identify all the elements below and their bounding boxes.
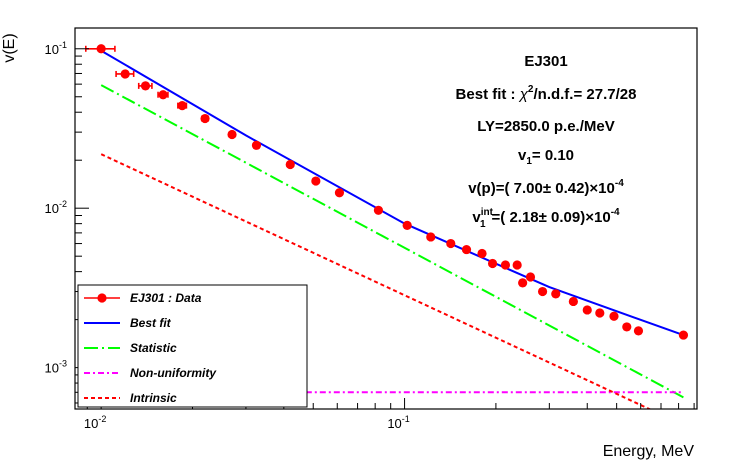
data-point: [158, 90, 168, 100]
data-point: [487, 258, 498, 269]
legend-label-statistic: Statistic: [130, 341, 177, 355]
legend-box: [77, 284, 308, 408]
annotation-fit-chi-exp: 2: [528, 84, 534, 95]
data-point: [595, 308, 605, 318]
data-point: [609, 311, 619, 321]
data-point: [568, 296, 578, 307]
annotation-v1-sub: 1: [526, 156, 532, 167]
annotation-fit: Best fit : χ2/n.d.f.= 27.7/28: [456, 84, 637, 103]
y-axis-ticks: 10-3 10-2 10-1: [45, 40, 89, 404]
annotation-fit-prefix: Best fit :: [456, 86, 520, 103]
data-point: [402, 220, 412, 230]
data-point: [446, 238, 456, 249]
data-point: [200, 113, 210, 124]
annotation-vp-text: v(p)=( 7.00± 0.42)×10: [468, 180, 615, 197]
data-point: [525, 272, 536, 282]
plot-frame: [74, 27, 698, 410]
data-point: [500, 260, 511, 270]
annotation-fit-suffix: /n.d.f.= 27.7/28: [533, 86, 636, 103]
data-point: [582, 305, 592, 315]
annotation-fit-chi: χ: [518, 86, 529, 103]
data-point: [551, 289, 561, 299]
data-point: [461, 244, 472, 255]
annotation-vint-sub: 1: [480, 219, 486, 230]
data-point: [311, 176, 321, 186]
points-layer: [84, 44, 689, 340]
data-point: [373, 205, 384, 215]
y-tick-label: 10-3: [45, 359, 67, 376]
data-point: [477, 248, 487, 259]
data-point: [518, 278, 528, 288]
annotation-vint-exp: -4: [611, 207, 620, 218]
annotation-ly: LY=2850.0 p.e./MeV: [477, 118, 614, 135]
x-tick-label: 10-2: [84, 414, 106, 431]
y-axis-label: v(E): [1, 33, 18, 62]
data-point: [537, 286, 548, 297]
annotation-vint-pre: v: [472, 209, 481, 226]
legend-label-non-uniformity: Non-uniformity: [130, 366, 217, 380]
y-tick-label: 10-1: [45, 40, 67, 57]
data-point: [334, 188, 345, 198]
x-tick-label: 10-1: [387, 414, 409, 431]
annotation-v1-post: = 0.10: [532, 147, 574, 164]
annotation-v1: v1= 0.10: [518, 147, 574, 167]
data-point: [251, 140, 262, 150]
annotation-vint: vint 1 =( 2.18± 0.09)×10-4: [472, 207, 620, 230]
data-point: [426, 232, 436, 242]
curve-statistic: [100, 84, 684, 399]
legend-entries: EJ301 : Data Best fit Statistic Non-uniform…: [84, 291, 217, 405]
annotation-title: EJ301: [524, 53, 567, 70]
data-point: [633, 326, 644, 336]
annotation-vp-exp: -4: [615, 178, 624, 189]
legend-label-intrinsic: Intrinsic: [130, 391, 177, 405]
data-point: [177, 101, 187, 111]
data-point: [512, 260, 522, 270]
data-point: [678, 330, 689, 340]
data-point: [285, 159, 295, 170]
legend-marker-ej301-data: [97, 293, 107, 303]
annotation-vint-mid: =( 2.18± 0.09)×10: [492, 209, 611, 226]
data-point: [227, 129, 237, 140]
data-point: [96, 44, 106, 54]
annotation-vp: v(p)=( 7.00± 0.42)×10-4: [468, 178, 624, 197]
annotation-v1-pre: v: [518, 147, 527, 164]
legend: EJ301 : Data Best fit Statistic Non-uniform…: [77, 284, 308, 408]
data-point: [622, 322, 632, 332]
data-point: [120, 69, 130, 79]
y-tick-label: 10-2: [45, 199, 67, 216]
legend-label-ej301-data: EJ301 : Data: [130, 291, 202, 305]
annotation-vint-sup: int: [481, 207, 494, 218]
legend-label-best-fit: Best fit: [130, 316, 172, 330]
data-point: [140, 81, 151, 91]
x-axis-label: Energy, MeV: [603, 443, 695, 460]
curve-intrinsic: [100, 153, 652, 409]
